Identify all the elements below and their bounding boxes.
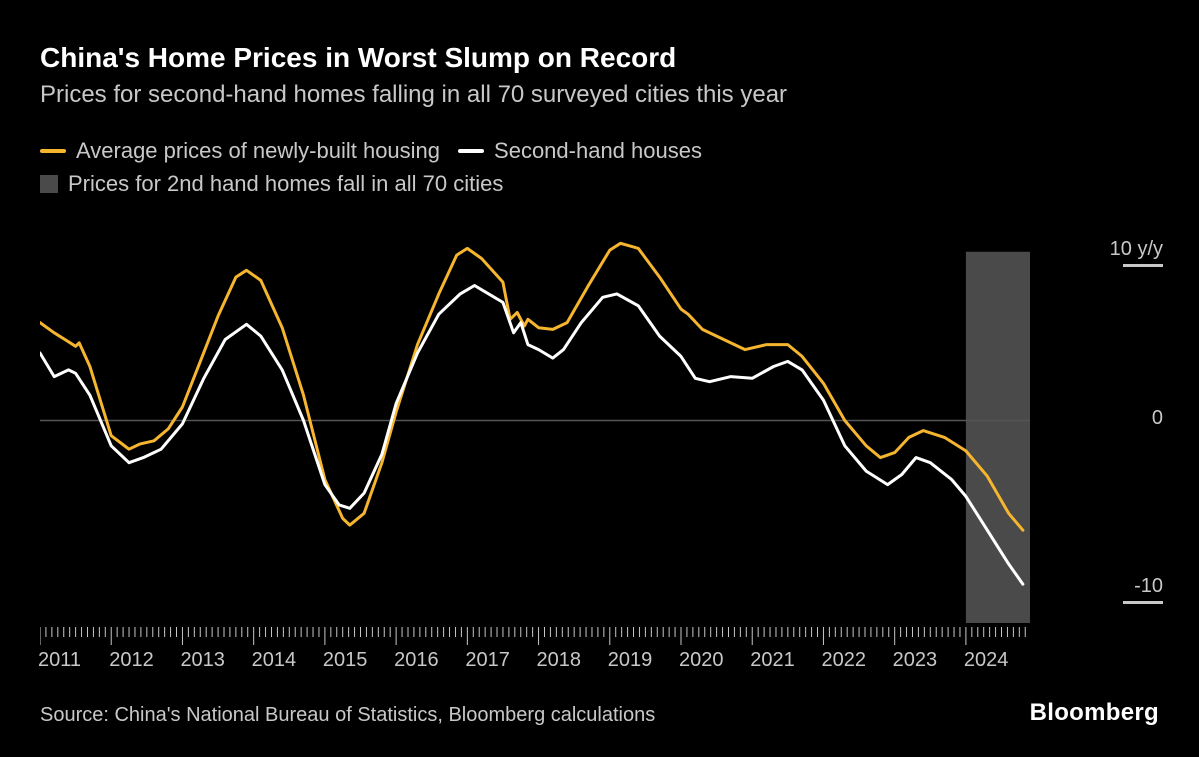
x-axis-label: 2019 xyxy=(608,649,653,672)
x-axis-label: 2012 xyxy=(109,649,154,672)
y-axis-label: -10 xyxy=(1134,575,1163,598)
x-axis-label: 2014 xyxy=(252,649,297,672)
y-axis-tick xyxy=(1123,264,1163,267)
legend-label: Average prices of newly-built housing xyxy=(76,134,440,167)
x-axis-label: 2011 xyxy=(38,649,81,672)
legend-label: Second-hand houses xyxy=(494,134,702,167)
y-axis-label: 10 y/y xyxy=(1110,238,1163,261)
chart-card: China's Home Prices in Worst Slump on Re… xyxy=(0,0,1199,757)
x-axis-label: 2016 xyxy=(394,649,439,672)
chart-svg xyxy=(40,218,1160,678)
x-axis-labels: 2011 2012 2013 2014 2015 2016 2017 2018 2019 2020… xyxy=(40,649,1030,673)
legend-label: Prices for 2nd hand homes fall in all 70… xyxy=(68,167,503,200)
x-axis-label: 2017 xyxy=(465,649,510,672)
x-axis-label: 2020 xyxy=(679,649,724,672)
legend-row-2: Prices for 2nd hand homes fall in all 70… xyxy=(40,167,1159,200)
y-axis-labels: 10 y/y 0 -10 xyxy=(1073,218,1163,623)
chart-subtitle: Prices for second-hand homes falling in … xyxy=(40,79,1159,110)
x-axis-label: 2022 xyxy=(821,649,866,672)
chart-area: 10 y/y0-10 20112012201320142015201620172… xyxy=(40,218,1159,653)
legend-row-1: Average prices of newly-built housing Se… xyxy=(40,134,1159,167)
chart-title: China's Home Prices in Worst Slump on Re… xyxy=(40,40,1159,75)
footer: Source: China's National Bureau of Stati… xyxy=(40,699,1159,727)
x-axis-label: 2015 xyxy=(323,649,368,672)
legend-item-second-hand: Second-hand houses xyxy=(458,134,702,167)
x-axis-label: 2018 xyxy=(537,649,582,672)
x-axis-label: 2013 xyxy=(180,649,225,672)
brand-logo: Bloomberg xyxy=(1030,699,1159,727)
legend-item-grey-band: Prices for 2nd hand homes fall in all 70… xyxy=(40,167,503,200)
source-text: Source: China's National Bureau of Stati… xyxy=(40,704,655,727)
legend-item-newly-built: Average prices of newly-built housing xyxy=(40,134,440,167)
legend-swatch-box xyxy=(40,175,58,193)
x-axis-label: 2021 xyxy=(750,649,795,672)
legend: Average prices of newly-built housing Se… xyxy=(40,134,1159,200)
legend-swatch-line xyxy=(40,149,66,153)
y-axis-label: 0 xyxy=(1152,407,1163,430)
legend-swatch-line xyxy=(458,149,484,153)
x-axis-label: 2023 xyxy=(893,649,938,672)
x-axis-label: 2024 xyxy=(964,649,1009,672)
y-axis-tick xyxy=(1123,601,1163,604)
